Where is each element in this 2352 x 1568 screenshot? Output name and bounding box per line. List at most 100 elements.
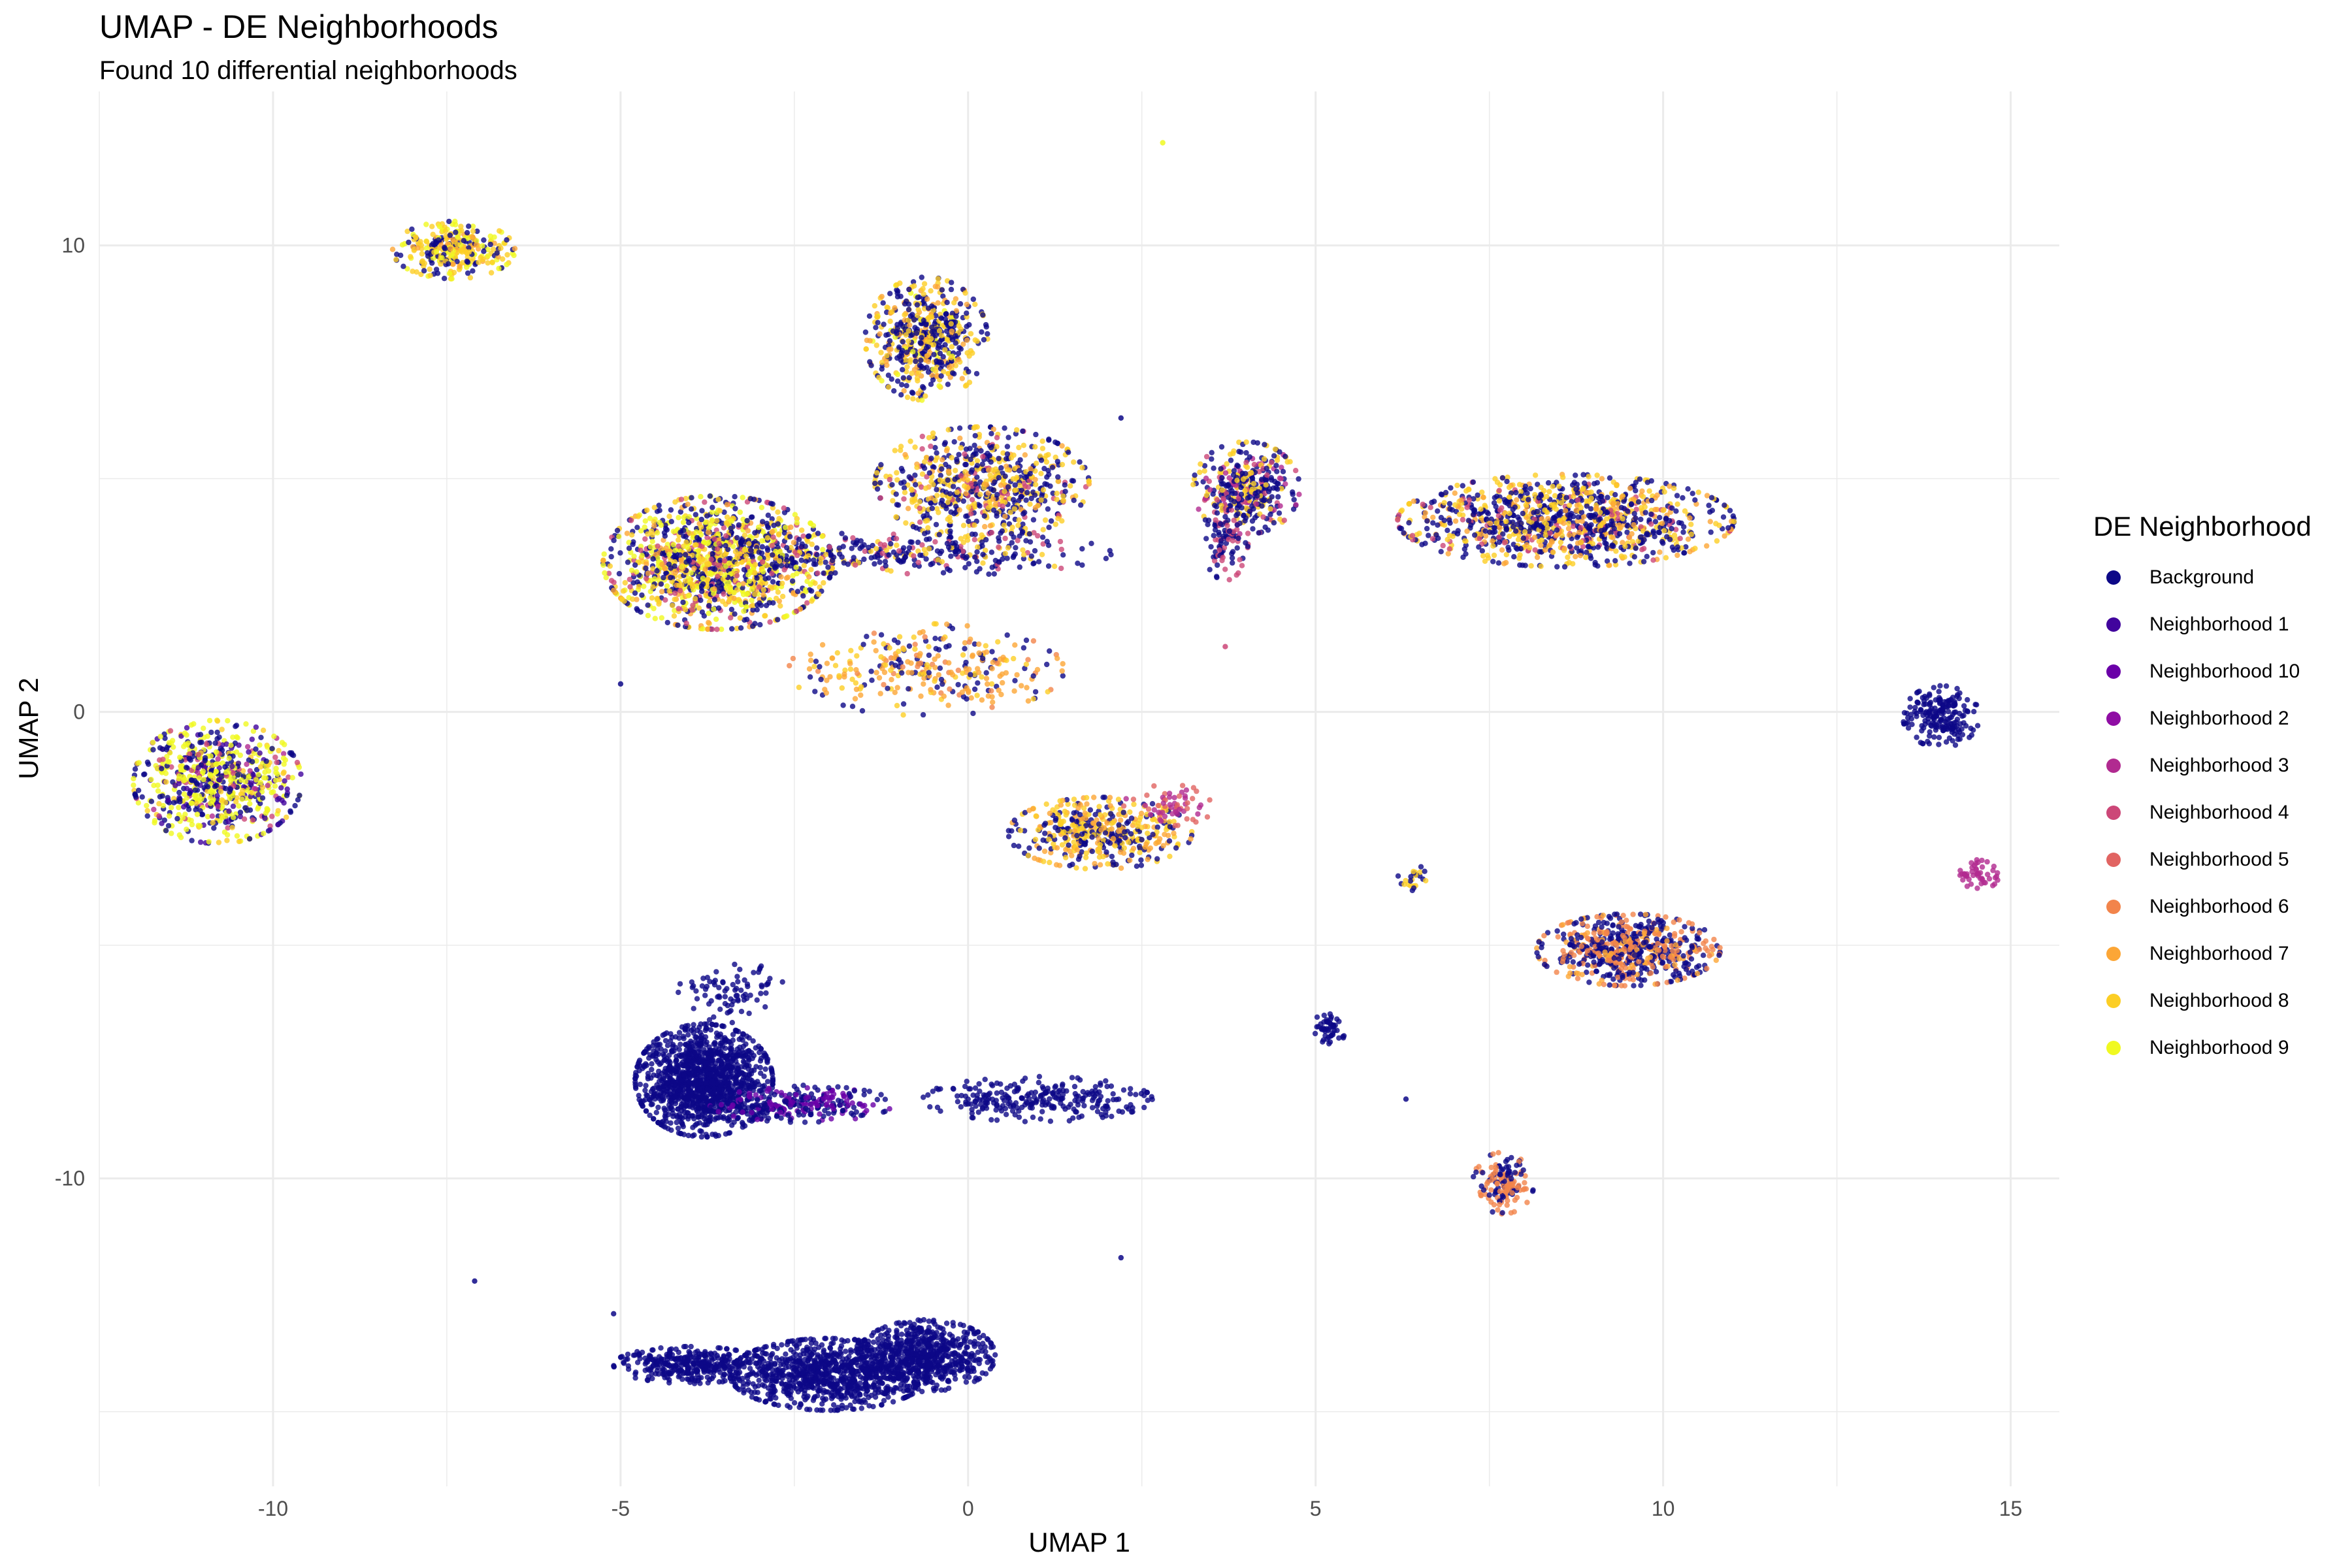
data-point bbox=[197, 839, 204, 845]
data-point bbox=[1026, 531, 1033, 537]
data-point bbox=[208, 729, 214, 736]
data-point bbox=[224, 838, 230, 843]
data-point bbox=[945, 468, 952, 474]
data-point bbox=[917, 505, 923, 512]
data-point bbox=[1261, 456, 1267, 462]
data-point bbox=[992, 501, 998, 507]
data-point bbox=[274, 771, 280, 777]
data-point bbox=[442, 246, 448, 252]
data-point bbox=[901, 485, 907, 491]
data-point bbox=[1198, 461, 1203, 467]
data-point bbox=[638, 609, 644, 615]
data-point bbox=[894, 542, 900, 548]
data-point bbox=[1030, 638, 1037, 644]
data-point bbox=[223, 769, 229, 776]
data-point bbox=[1490, 543, 1496, 549]
data-point bbox=[964, 554, 970, 560]
data-point bbox=[608, 578, 615, 583]
data-point bbox=[1032, 476, 1038, 483]
data-point bbox=[996, 544, 1002, 550]
data-point bbox=[1680, 529, 1686, 535]
data-point bbox=[877, 480, 883, 486]
data-point bbox=[233, 798, 239, 805]
data-point bbox=[148, 776, 154, 783]
data-point bbox=[1219, 487, 1226, 493]
data-point bbox=[641, 583, 647, 589]
data-point bbox=[989, 649, 995, 655]
data-point bbox=[284, 814, 289, 821]
data-point bbox=[419, 251, 425, 257]
data-point bbox=[1044, 661, 1050, 668]
data-point bbox=[866, 313, 873, 319]
data-point bbox=[1293, 502, 1299, 508]
data-point bbox=[1258, 476, 1265, 482]
data-point bbox=[668, 519, 674, 525]
data-point bbox=[1000, 655, 1006, 661]
data-point bbox=[745, 528, 751, 534]
data-point bbox=[1269, 459, 1275, 465]
data-point bbox=[1055, 474, 1061, 480]
data-point bbox=[1291, 497, 1297, 502]
data-point bbox=[909, 370, 915, 376]
data-point bbox=[991, 571, 998, 577]
data-point bbox=[504, 237, 510, 243]
data-point bbox=[689, 506, 694, 512]
data-point bbox=[876, 675, 883, 681]
data-point bbox=[273, 777, 279, 783]
data-point bbox=[1032, 444, 1038, 450]
data-point bbox=[893, 514, 900, 520]
data-point bbox=[775, 617, 781, 623]
data-point bbox=[632, 590, 638, 596]
data-point bbox=[632, 562, 638, 568]
data-point bbox=[135, 800, 141, 806]
data-point bbox=[157, 794, 163, 800]
data-point bbox=[906, 306, 912, 313]
data-point bbox=[184, 826, 189, 832]
data-point bbox=[771, 523, 777, 529]
data-point bbox=[292, 803, 298, 809]
data-point bbox=[959, 376, 966, 382]
data-point bbox=[1223, 483, 1230, 489]
data-point bbox=[642, 518, 648, 524]
data-point bbox=[284, 792, 290, 798]
data-point bbox=[194, 811, 201, 817]
data-point bbox=[151, 783, 157, 789]
data-point bbox=[209, 813, 216, 819]
data-point bbox=[920, 286, 926, 292]
data-point bbox=[272, 754, 278, 760]
data-point bbox=[131, 782, 137, 789]
data-point bbox=[453, 229, 459, 235]
data-point bbox=[749, 514, 755, 520]
data-point bbox=[1197, 469, 1203, 476]
data-point bbox=[628, 517, 634, 523]
data-point bbox=[878, 632, 885, 638]
data-point bbox=[932, 539, 938, 545]
data-point bbox=[874, 470, 880, 476]
data-point bbox=[611, 538, 617, 544]
data-point bbox=[963, 461, 969, 468]
data-point bbox=[860, 642, 866, 647]
data-point bbox=[949, 280, 955, 286]
data-point bbox=[664, 619, 670, 626]
data-point bbox=[968, 511, 974, 517]
data-point bbox=[208, 800, 214, 806]
data-point bbox=[607, 563, 613, 569]
data-point bbox=[212, 740, 218, 746]
data-point bbox=[926, 470, 933, 476]
data-point bbox=[1032, 504, 1039, 511]
data-point bbox=[225, 718, 231, 724]
data-point bbox=[752, 562, 759, 568]
data-point bbox=[934, 487, 939, 493]
data-point bbox=[938, 359, 945, 365]
data-point bbox=[902, 489, 908, 495]
data-point bbox=[647, 589, 653, 595]
data-point bbox=[260, 727, 267, 734]
data-point bbox=[699, 589, 705, 595]
data-point bbox=[681, 527, 687, 534]
data-point bbox=[732, 611, 738, 617]
data-point bbox=[1028, 553, 1035, 559]
data-point bbox=[700, 576, 706, 581]
data-point bbox=[480, 243, 485, 249]
data-point bbox=[1203, 493, 1210, 498]
data-point bbox=[880, 300, 886, 306]
